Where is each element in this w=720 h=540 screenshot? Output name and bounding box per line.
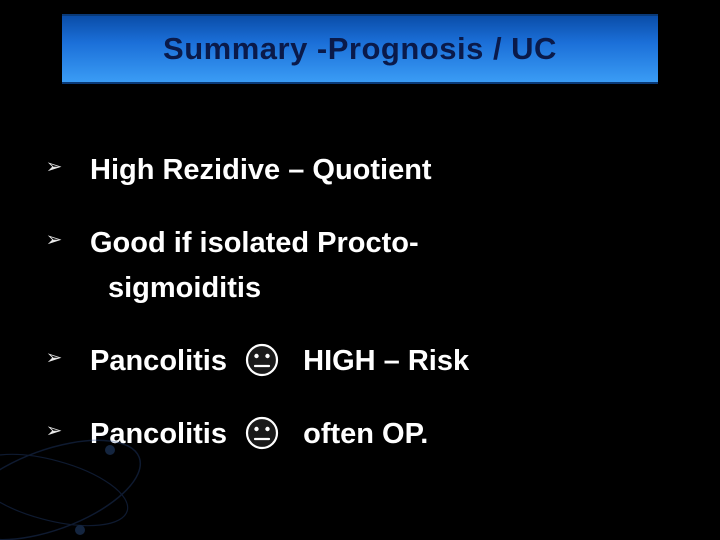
bullet-text: Pancolitis HIGH – Risk [90, 339, 469, 384]
bullet-before: Pancolitis [90, 345, 227, 377]
face-neutral-icon [245, 343, 279, 377]
bullet-item: ➢ High Rezidive – Quotient [44, 148, 694, 193]
bullet-text: Pancolitis often OP. [90, 412, 428, 457]
slide-title: Summary -Prognosis / UC [163, 31, 557, 67]
chevron-right-icon: ➢ [44, 154, 64, 179]
bullet-item: ➢ Pancolitis often OP. [44, 412, 694, 457]
chevron-right-icon: ➢ [44, 227, 64, 252]
content-area: ➢ High Rezidive – Quotient ➢ Good if iso… [44, 148, 694, 485]
bullet-after: often OP. [303, 418, 428, 450]
bullet-item: ➢ Good if isolated Procto- sigmoiditis [44, 221, 694, 311]
bullet-after: HIGH – Risk [303, 345, 469, 377]
chevron-right-icon: ➢ [44, 418, 64, 443]
bullet-text: Good if isolated Procto- sigmoiditis [90, 221, 419, 311]
bullet-line2: sigmoiditis [90, 272, 261, 304]
bullet-text: High Rezidive – Quotient [90, 148, 432, 193]
slide: Summary -Prognosis / UC ➢ High Rezidive … [0, 0, 720, 540]
chevron-right-icon: ➢ [44, 345, 64, 370]
bullet-item: ➢ Pancolitis HIGH – Risk [44, 339, 694, 384]
face-neutral-icon [245, 416, 279, 450]
bullet-before: Pancolitis [90, 418, 227, 450]
title-box: Summary -Prognosis / UC [62, 14, 658, 84]
bullet-line1: Good if isolated Procto- [90, 227, 419, 259]
